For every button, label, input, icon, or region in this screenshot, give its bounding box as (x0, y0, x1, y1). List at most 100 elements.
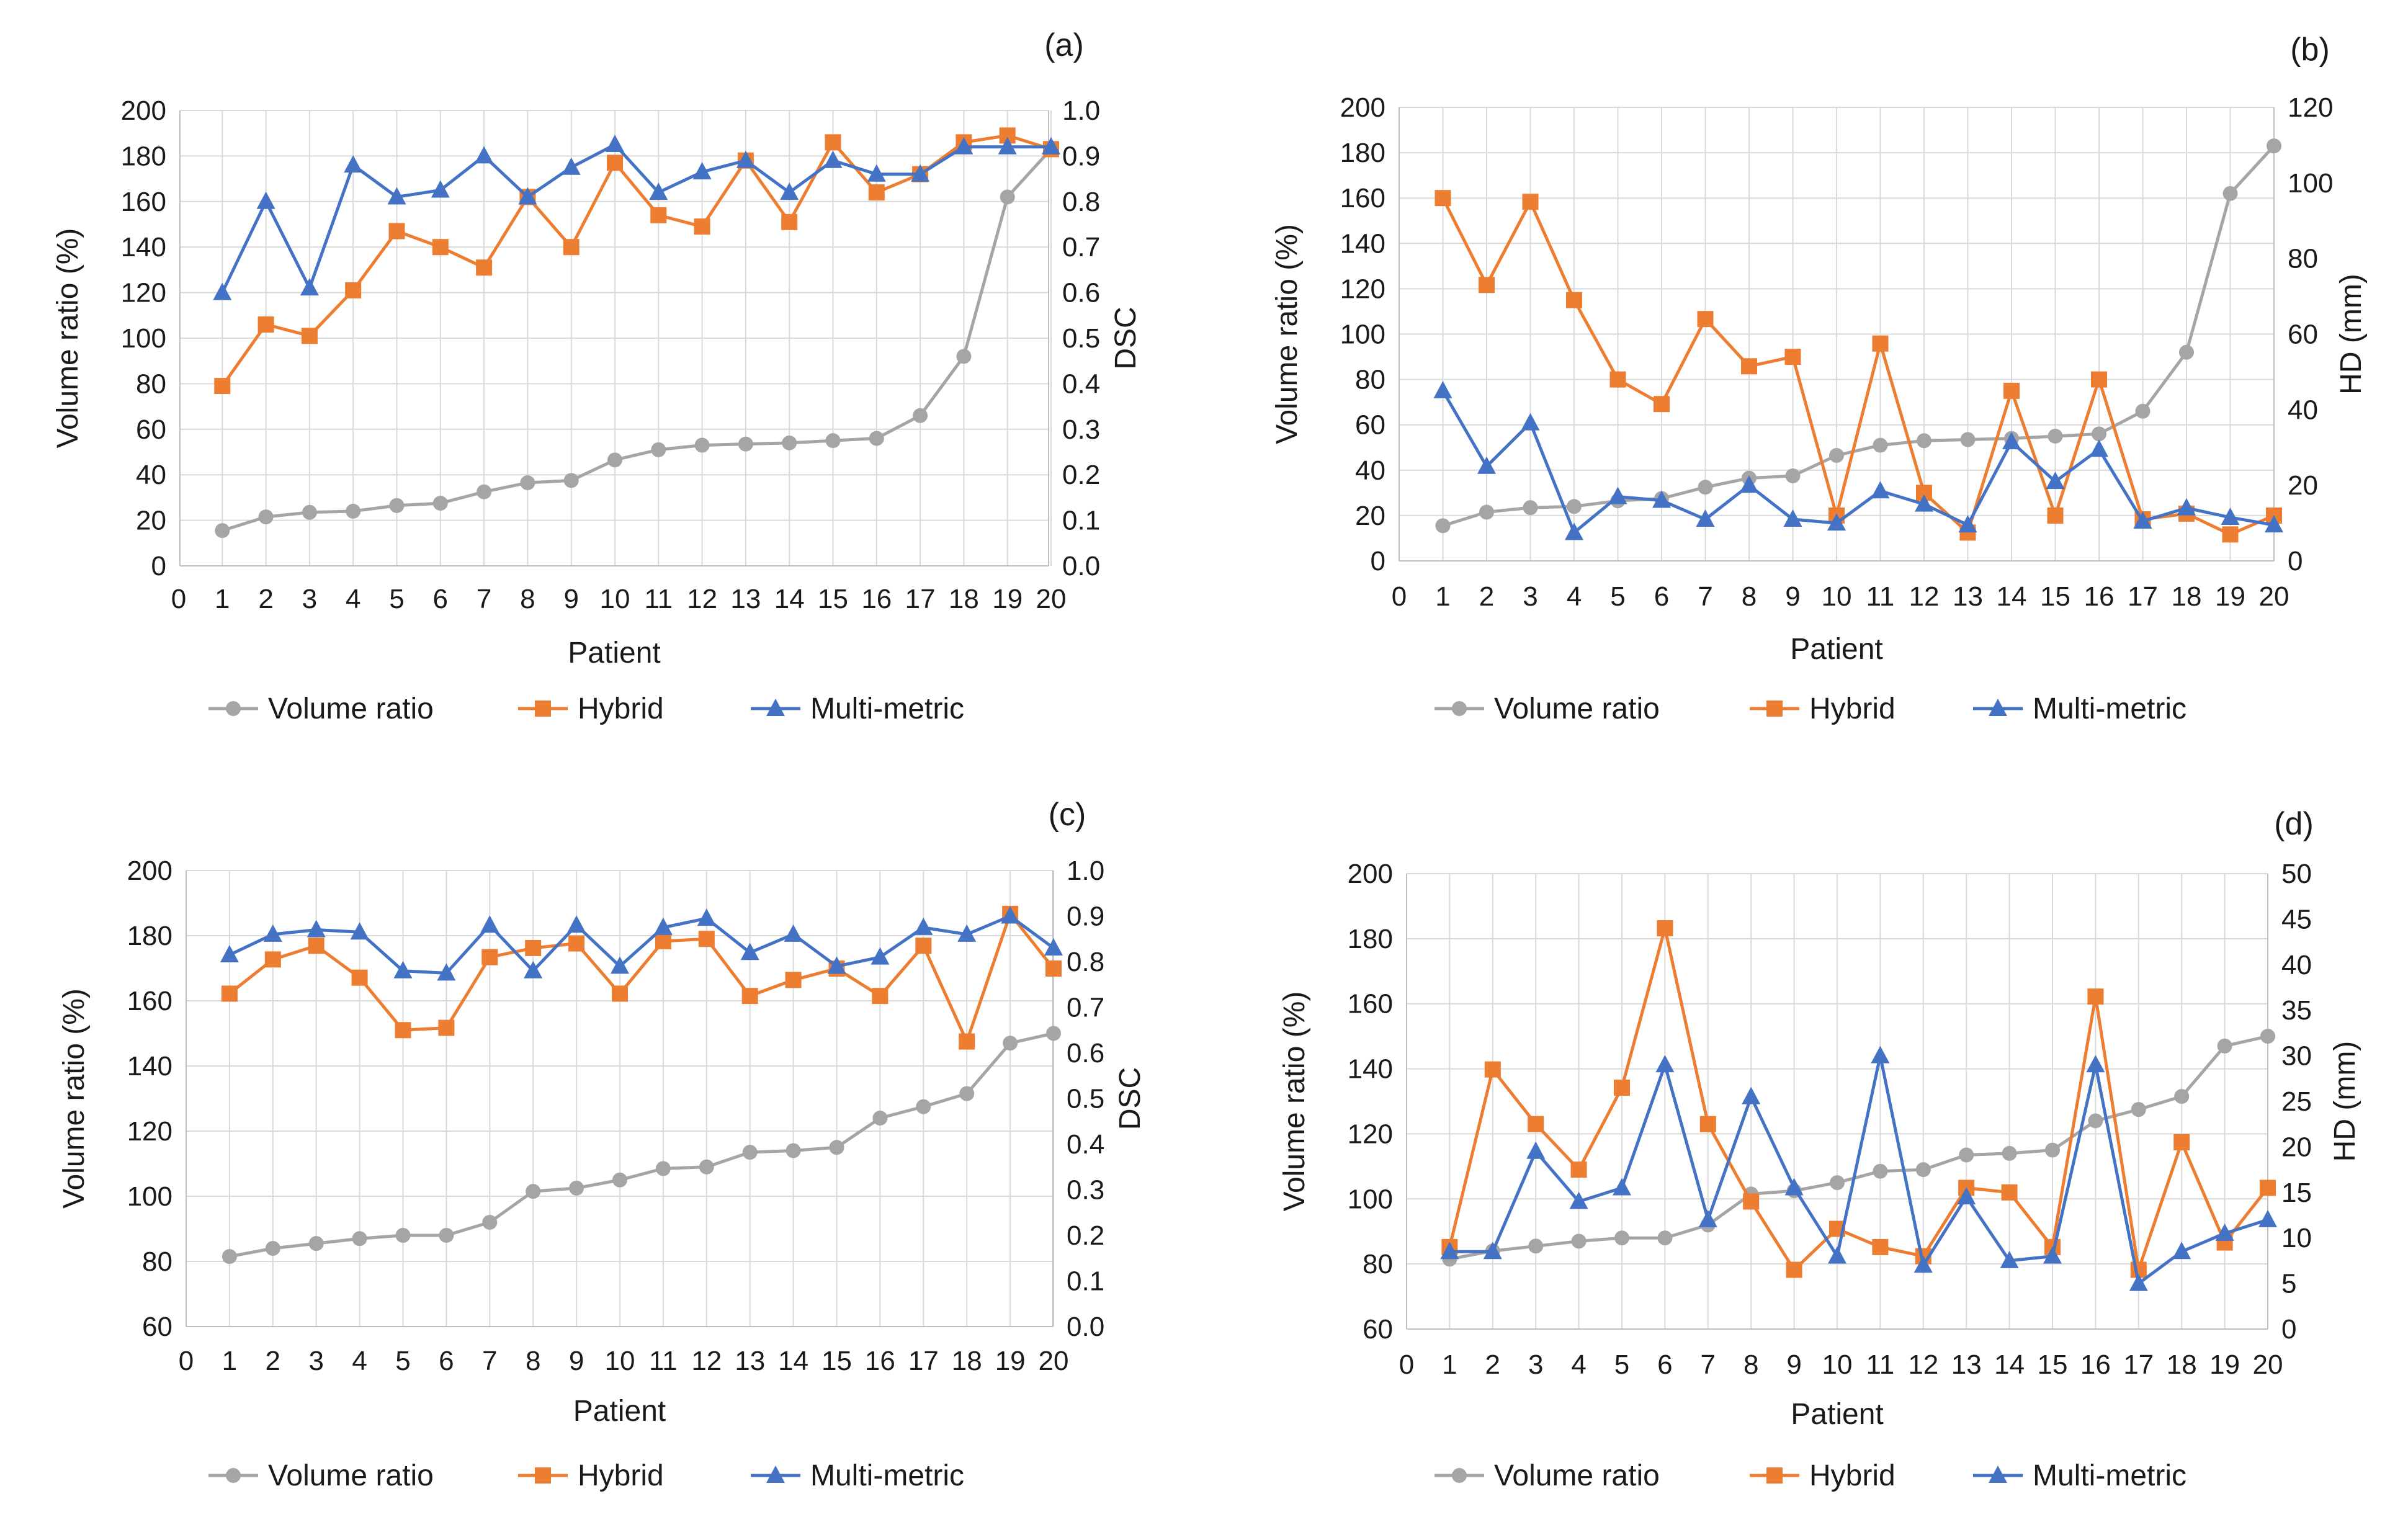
data-point (1784, 1178, 1804, 1196)
legend-marker (1452, 701, 1467, 716)
series-line (1448, 926, 2269, 1272)
y-tick-label: 80 (142, 1247, 172, 1277)
x-tick-label: 16 (2080, 1350, 2111, 1380)
y-tick-label: 100 (121, 323, 166, 354)
data-point (2043, 1246, 2062, 1264)
y2-tick-label: 0.1 (1067, 1266, 1104, 1297)
x-tick-label: 10 (1822, 581, 1852, 612)
legend-marker (226, 701, 241, 716)
y-tick-label: 140 (1348, 1054, 1393, 1085)
data-point (650, 207, 667, 223)
data-point (2002, 1145, 2017, 1161)
data-point (740, 942, 759, 960)
data-point (655, 933, 671, 949)
x-tick-label: 9 (569, 1346, 584, 1376)
data-point (1783, 509, 1802, 527)
data-point (220, 944, 239, 962)
data-point (1609, 371, 1626, 388)
x-tick-label: 7 (1701, 1350, 1716, 1380)
data-point (1959, 1147, 1974, 1163)
y-axis-title: Volume ratio (%) (1271, 224, 1304, 444)
data-point (388, 223, 405, 239)
data-point (823, 150, 843, 168)
data-point (825, 433, 841, 449)
data-point (1786, 1261, 1802, 1278)
y-tick-label: 0 (1371, 546, 1385, 576)
data-point (2174, 1089, 2190, 1104)
y2-tick-label: 0.4 (1067, 1129, 1104, 1160)
x-tick-label: 6 (439, 1346, 454, 1376)
y2-tick-label: 80 (2288, 244, 2318, 274)
series-volume-ratio (215, 141, 1059, 539)
x-tick-label: 4 (1571, 1350, 1586, 1380)
data-point (567, 915, 586, 933)
data-point (607, 154, 623, 171)
legend-label: Hybrid (1809, 1459, 1896, 1492)
data-point (2222, 186, 2238, 201)
data-point (1657, 1230, 1673, 1246)
data-point (264, 951, 281, 968)
y2-tick-label: 0.1 (1062, 506, 1100, 536)
x-tick-label: 0 (179, 1346, 194, 1376)
data-point (651, 442, 666, 457)
data-point (742, 1145, 758, 1160)
data-point (1872, 335, 1889, 352)
x-tick-label: 6 (433, 584, 448, 614)
legend: Volume ratio Hybrid Multi-metric (1435, 692, 2186, 725)
data-point (1614, 1079, 1630, 1096)
y2-tick-label: 0.2 (1062, 460, 1100, 490)
y2-tick-label: 10 (2281, 1223, 2312, 1253)
data-point (1435, 518, 1451, 534)
data-point (256, 191, 275, 209)
data-point (300, 278, 319, 296)
y2-tick-label: 1.0 (1062, 96, 1100, 126)
legend-label: Hybrid (578, 692, 664, 725)
legend-label: Hybrid (578, 1459, 664, 1492)
chart-panel-a: 0204060801001201401601802000.00.10.20.30… (51, 27, 1142, 725)
x-tick-label: 4 (352, 1346, 367, 1376)
x-tick-label: 3 (302, 584, 317, 614)
legend-marker (535, 701, 551, 717)
data-point (307, 920, 326, 938)
data-point (389, 498, 405, 513)
data-point (2090, 439, 2108, 457)
data-point (1001, 906, 1020, 924)
legend: Volume ratio Hybrid Multi-metric (208, 1459, 964, 1492)
x-tick-label: 14 (1994, 1350, 2025, 1380)
x-tick-label: 18 (952, 1346, 982, 1376)
data-point (1003, 1036, 1018, 1051)
data-point (653, 917, 673, 935)
y-axis-title: Volume ratio (%) (58, 988, 91, 1209)
series-multi-metric (213, 135, 1060, 300)
y2-tick-label: 0.9 (1062, 141, 1100, 171)
x-tick-label: 1 (1435, 581, 1450, 612)
x-tick-label: 11 (1866, 1350, 1895, 1380)
y-tick-label: 140 (1340, 228, 1385, 259)
x-tick-label: 4 (346, 584, 360, 614)
data-point (1046, 1026, 1061, 1041)
legend-label: Volume ratio (268, 1459, 434, 1492)
data-point (438, 1019, 455, 1036)
data-point (1697, 311, 1714, 328)
x-tick-label: 15 (821, 1346, 852, 1376)
series-multi-metric (1433, 380, 2283, 540)
series-line (229, 1032, 1054, 1258)
y-tick-label: 40 (1355, 455, 1385, 486)
legend-label: Multi-metric (2033, 1459, 2186, 1492)
x-tick-label: 0 (1399, 1350, 1414, 1380)
data-point (1571, 1233, 1587, 1249)
data-point (265, 1241, 280, 1256)
x-axis-title: Patient (1790, 633, 1882, 666)
x-tick-label: 6 (1657, 1350, 1672, 1380)
y2-tick-label: 0.9 (1067, 902, 1104, 932)
x-tick-label: 1 (1442, 1350, 1457, 1380)
data-point (786, 1143, 801, 1158)
y-tick-label: 120 (1340, 274, 1385, 304)
data-point (780, 182, 799, 200)
legend-marker (766, 699, 785, 716)
data-point (1483, 1242, 1502, 1260)
data-point (827, 956, 846, 974)
x-tick-label: 10 (1822, 1350, 1853, 1380)
x-tick-label: 3 (308, 1346, 323, 1376)
y-tick-label: 200 (1340, 92, 1385, 123)
